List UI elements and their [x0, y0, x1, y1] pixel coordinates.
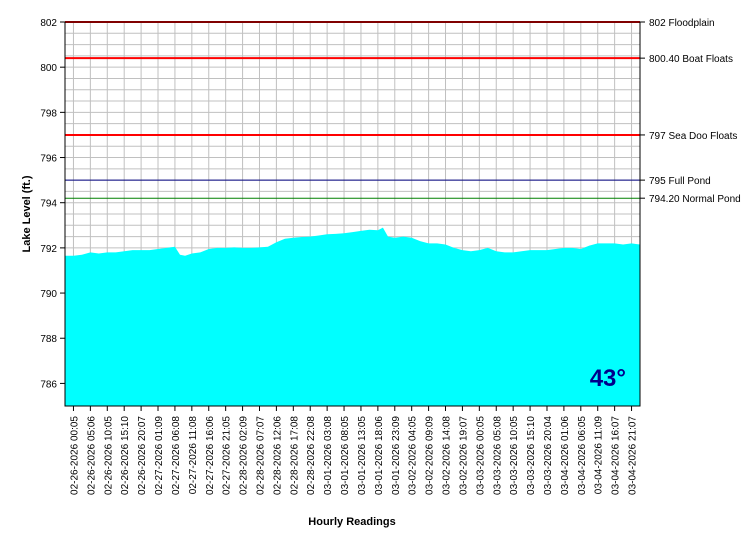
x-tick-label: 03-01-2026 08:05: [340, 416, 351, 495]
reference-line-label: 795 Full Pond: [649, 176, 711, 187]
y-tick-label: 802: [40, 18, 57, 29]
x-tick-label: 03-04-2026 21:07: [628, 416, 639, 495]
reference-line-label: 797 Sea Doo Floats: [649, 131, 737, 142]
x-tick-label: 03-03-2026 20:04: [543, 416, 554, 495]
x-tick-label: 02-28-2026 22:08: [306, 416, 317, 495]
x-tick-label: 02-26-2026 15:10: [120, 416, 131, 495]
temperature-annotation: 43°: [590, 365, 626, 392]
x-tick-label: 03-01-2026 23:09: [391, 416, 402, 495]
x-axis-title: Hourly Readings: [308, 516, 395, 528]
x-tick-label: 03-04-2026 01:06: [560, 416, 571, 495]
x-tick-label: 03-02-2026 09:09: [425, 416, 436, 495]
y-tick-label: 796: [40, 154, 57, 165]
x-tick-label: 02-26-2026 00:05: [70, 416, 81, 495]
x-tick-label: 02-27-2026 06:08: [171, 416, 182, 495]
x-tick-label: 03-02-2026 14:08: [442, 416, 453, 495]
x-tick-label: 03-04-2026 11:09: [594, 416, 605, 495]
x-tick-label: 02-28-2026 07:07: [256, 416, 267, 495]
x-tick-label: 02-26-2026 10:05: [103, 416, 114, 495]
y-tick-label: 788: [40, 334, 57, 345]
x-tick-label: 02-28-2026 02:09: [239, 416, 250, 495]
x-tick-label: 03-03-2026 15:10: [526, 416, 537, 495]
reference-line-label: 802 Floodplain: [649, 18, 715, 29]
x-tick-label: 03-01-2026 03:08: [323, 416, 334, 495]
y-tick-label: 790: [40, 289, 57, 300]
lake-level-area: [65, 227, 640, 406]
x-tick-label: 03-04-2026 16:07: [611, 416, 622, 495]
x-tick-label: 02-28-2026 12:06: [272, 416, 283, 495]
x-tick-label: 02-26-2026 05:06: [86, 416, 97, 495]
x-tick-label: 03-03-2026 10:05: [509, 416, 520, 495]
x-tick-label: 03-03-2026 05:08: [492, 416, 503, 495]
area-series: [65, 227, 640, 406]
x-tick-label: 03-02-2026 19:07: [458, 416, 469, 495]
y-tick-label: 794: [40, 199, 57, 210]
x-tick-label: 03-01-2026 18:06: [374, 416, 385, 495]
x-tick-label: 02-27-2026 21:05: [222, 416, 233, 495]
x-tick-label: 03-01-2026 13:05: [357, 416, 368, 495]
y-axis: 786 788 790 792 794 796 798 800 802: [40, 18, 65, 390]
reference-line-label: 800.40 Boat Floats: [649, 54, 733, 65]
x-tick-label: 02-26-2026 20:07: [137, 416, 148, 495]
x-tick-label: 03-04-2026 06:05: [577, 416, 588, 495]
x-axis: 02-26-2026 00:05 02-26-2026 05:06 02-26-20…: [70, 406, 639, 495]
x-tick-label: 03-03-2026 00:05: [475, 416, 486, 495]
y-tick-label: 786: [40, 379, 57, 390]
y-tick-label: 800: [40, 63, 57, 74]
reference-line-label: 794.20 Normal Pond: [649, 194, 741, 205]
reference-lines: 802 Floodplain 800.40 Boat Floats 797 Sea …: [65, 18, 741, 205]
x-tick-label: 02-27-2026 01:09: [154, 416, 165, 495]
y-tick-label: 798: [40, 108, 57, 119]
plot-frame: [64, 21, 641, 407]
x-tick-label: 03-02-2026 04:05: [408, 416, 419, 495]
y-tick-label: 792: [40, 244, 57, 255]
x-tick-label: 02-27-2026 16:06: [205, 416, 216, 495]
y-axis-title: Lake Level (ft.): [21, 175, 33, 252]
x-tick-label: 02-28-2026 17:08: [289, 416, 300, 495]
x-tick-label: 02-27-2026 11:08: [188, 416, 199, 495]
